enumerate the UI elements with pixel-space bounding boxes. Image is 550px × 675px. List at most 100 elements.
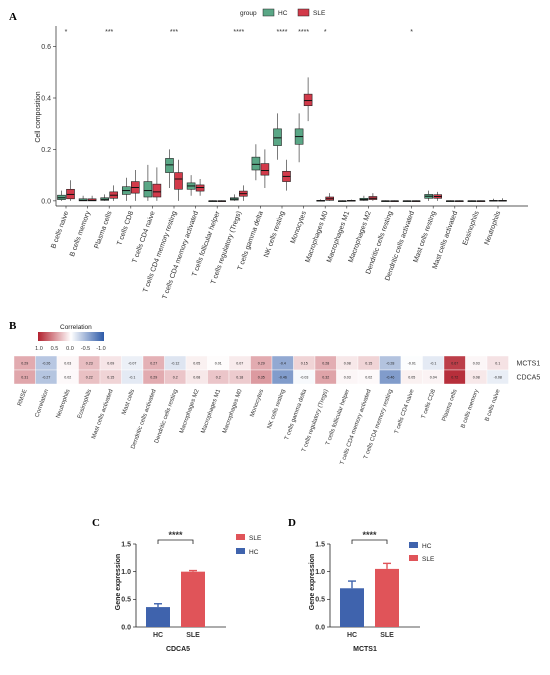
heatmap-cell-value: 0.05 — [408, 375, 415, 379]
heatmap-cell — [486, 369, 509, 385]
significance-bracket — [351, 539, 388, 544]
y-tick-label: 0.5 — [121, 597, 131, 604]
heatmap-cell-value: 0.04 — [430, 375, 437, 379]
heatmap-column-label: Neutrophils — [56, 389, 72, 420]
heatmap-legend-bar — [38, 332, 104, 341]
legend-swatch-sle — [297, 8, 310, 17]
heatmap-cell-value: -0.46 — [279, 375, 287, 379]
heatmap-cell-value: 0.2 — [173, 375, 178, 379]
heatmap-cell-value: -0.01 — [408, 361, 416, 365]
heatmap-column-label: Macrophages M1 — [201, 388, 223, 434]
box — [273, 128, 282, 146]
x-tick-label: HC — [153, 632, 163, 639]
x-tick-label: T cells CD4 naive — [131, 210, 156, 264]
significance-marker: **** — [277, 29, 288, 36]
y-tick-label: 0.5 — [315, 597, 325, 604]
heatmap-cell-value: -0.26 — [42, 361, 50, 365]
heatmap-cell-value: 0.02 — [64, 375, 71, 379]
y-tick-label: 0.6 — [41, 44, 51, 51]
heatmap-column-label: Dendritic cells resting — [154, 389, 179, 445]
legend-label-hc: HC — [278, 10, 288, 17]
heatmap-column-label: B cells memory — [460, 389, 480, 430]
heatmap-cell-value: 0.18 — [236, 375, 243, 379]
bar-chart-mcts1: Gene expression MCTS1 HC SLE 0.0 0.5 1.0 1.… — [309, 530, 435, 653]
y-tick-label: 1.5 — [121, 541, 131, 548]
panel-label-a: A — [9, 11, 17, 23]
heatmap-cell-value: 0.67 — [451, 361, 458, 365]
heatmap-legend-tick: -1.0 — [96, 346, 105, 352]
heatmap-cell-value: -0.27 — [42, 375, 50, 379]
heatmap-panel: Correlation 1.0 0.5 0.0 -0.5 -1.0 0.29 -0.26 0.… — [13, 324, 541, 466]
box — [143, 181, 153, 198]
y-tick-label: 0.0 — [41, 198, 51, 205]
panel-label-b: B — [9, 320, 17, 332]
significance-marker: * — [324, 29, 327, 36]
heatmap-cell-value: 0.72 — [451, 375, 458, 379]
y-axis-label: Cell composition — [35, 91, 42, 142]
heatmap-cell-value: 0.28 — [322, 361, 329, 365]
heatmap-cell-value: 0.15 — [365, 361, 372, 365]
legend-swatch-d-sle — [409, 555, 418, 561]
box — [165, 158, 174, 173]
heatmap-column-label: Monocytes — [250, 389, 266, 418]
heatmap-column-label: Mast cells — [121, 389, 136, 416]
heatmap-column-label: Macrophages M2 — [179, 388, 201, 434]
heatmap-cell-value: 0.22 — [86, 375, 93, 379]
heatmap-cell-value: 0.15 — [107, 375, 114, 379]
legend-swatch-hc — [262, 8, 275, 17]
y-tick-label: 1.5 — [315, 541, 325, 548]
x-tick-label: SLE — [380, 632, 394, 639]
x-tick-label: Macrophages M2 — [348, 210, 373, 263]
heatmap-cell-value: 0.02 — [365, 375, 372, 379]
heatmap-cell-value: 0.03 — [64, 361, 71, 365]
heatmap-column-label: Mast cells activated — [91, 389, 115, 440]
boxplot-panel: group HC SLE Cell composition 0.0 0.2 0.4 0… — [35, 8, 528, 300]
x-tick-label: Eosinophils — [462, 210, 481, 247]
bar-chart-cdca5: Gene expression CDCA5 SLE HC 0.0 0.5 1.0 1.… — [115, 530, 262, 653]
y-tick-label: 1.0 — [315, 569, 325, 576]
heatmap-column-label: Correlation — [34, 389, 50, 419]
heatmap-row-label: MCTS1 — [517, 360, 541, 367]
x-axis-title-c: CDCA5 — [166, 646, 190, 653]
box — [251, 156, 261, 171]
legend-label-c-hc: HC — [249, 549, 259, 556]
heatmap-column-label: NK cells resting — [267, 389, 287, 430]
y-tick-label: 0.0 — [315, 624, 325, 631]
x-tick-label: B cells naive — [50, 210, 70, 249]
significance-marker: **** — [233, 29, 244, 36]
legend-label-d-sle: SLE — [422, 556, 435, 563]
heatmap-legend-tick: -0.5 — [81, 346, 90, 352]
heatmap-cell-value: -0.28 — [386, 361, 394, 365]
heatmap-cell-value: -0.07 — [128, 361, 136, 365]
significance-bracket — [157, 539, 194, 544]
box — [87, 198, 97, 202]
x-tick-label: T cells CD8 — [116, 210, 135, 246]
x-tick-label: T cells gamma delta — [237, 210, 265, 271]
significance-marker: **** — [298, 29, 309, 36]
significance-marker: * — [65, 29, 68, 36]
box — [260, 163, 270, 176]
heatmap-cell-value: 0.29 — [21, 361, 28, 365]
y-tick-label: 0.0 — [121, 624, 131, 631]
x-tick-label: Monocytes — [290, 210, 308, 245]
heatmap-legend-tick: 0.0 — [66, 346, 74, 352]
y-tick-label: 1.0 — [121, 569, 131, 576]
panel-label-d: D — [288, 517, 296, 529]
heatmap-cell-value: 0.08 — [344, 361, 351, 365]
heatmap-cell-value: -0.03 — [300, 375, 308, 379]
significance-marker: *** — [170, 29, 178, 36]
heatmap-cell-value: 0.08 — [193, 375, 200, 379]
legend-label-c-sle: SLE — [249, 535, 262, 542]
bar-hc — [146, 607, 170, 627]
heatmap-cell-value: 0.03 — [344, 375, 351, 379]
legend-swatch-c-hc — [236, 548, 245, 554]
bar-sle — [181, 571, 205, 627]
legend-swatch-c-sle — [236, 534, 245, 540]
y-axis-label-d: Gene expression — [309, 554, 316, 610]
heatmap-column-label: T cells gamma delta — [284, 388, 308, 441]
heatmap-cell-value: 0.29 — [258, 361, 265, 365]
heatmap-cell-value: 0.27 — [150, 361, 157, 365]
bar-sle — [375, 568, 399, 627]
heatmap-cell-value: 0.35 — [258, 375, 265, 379]
box — [303, 93, 313, 107]
